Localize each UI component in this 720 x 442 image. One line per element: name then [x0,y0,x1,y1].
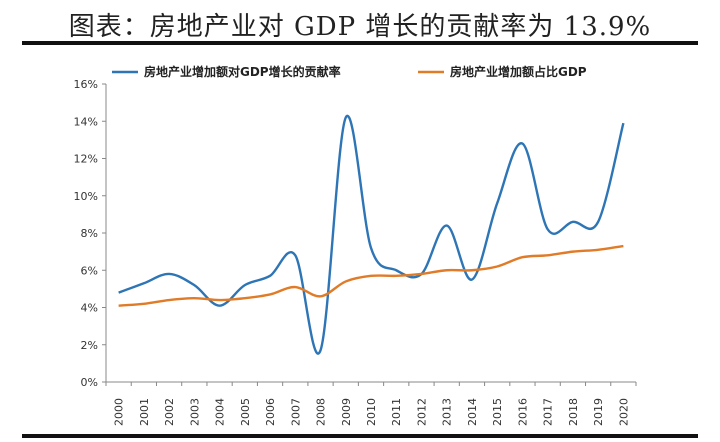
series-line-1 [118,114,625,355]
x-tick-label: 2006 [264,398,277,426]
legend-label-2: 房地产业增加额占比GDP [450,64,587,79]
top-rule [22,41,698,45]
x-tick-label: 2018 [567,398,580,426]
x-tick-label: 2013 [441,398,454,426]
page-title: 图表：房地产业对 GDP 增长的贡献率为 13.9% [68,12,652,42]
legend: 房地产业增加额对GDP增长的贡献率 房地产业增加额占比GDP [112,64,587,79]
bottom-rule [22,434,698,438]
y-axis-tick-labels: 0% 2% 4% 6% 8% 10% 12% 14% 16% [74,78,106,389]
x-tick-label: 2012 [415,398,428,426]
y-tick-label: 14% [74,115,98,128]
x-tick-label: 2017 [542,398,555,426]
x-tick-label: 2007 [289,398,302,426]
y-tick-label: 10% [74,190,98,203]
y-tick-label: 2% [81,339,98,352]
y-tick-label: 6% [81,264,98,277]
legend-label-1: 房地产业增加额对GDP增长的贡献率 [144,64,341,79]
x-tick-label: 2016 [516,398,529,426]
y-tick-label: 8% [81,227,98,240]
x-tick-label: 2010 [365,398,378,426]
x-tick-label: 2011 [390,398,403,426]
x-axis-tick-labels: 2000 2001 2002 2003 2004 2005 2006 2007 2008 2009… [105,382,637,426]
series-layer [118,114,625,355]
x-tick-label: 2019 [592,398,605,426]
x-tick-label: 2008 [315,398,328,426]
x-tick-label: 2009 [340,398,353,426]
x-tick-label: 2004 [214,398,227,426]
x-tick-label: 2003 [188,398,201,426]
x-tick-label: 2020 [617,398,630,426]
x-tick-label: 2000 [113,398,126,426]
x-tick-label: 2002 [163,398,176,426]
x-tick-label: 2015 [491,398,504,426]
x-tick-label: 2001 [138,398,151,426]
y-tick-label: 12% [74,153,98,166]
x-tick-label: 2005 [239,398,252,426]
x-tick-label: 2014 [466,398,479,426]
y-tick-label: 16% [74,78,98,91]
y-tick-label: 4% [81,302,98,315]
y-tick-label: 0% [81,376,98,389]
